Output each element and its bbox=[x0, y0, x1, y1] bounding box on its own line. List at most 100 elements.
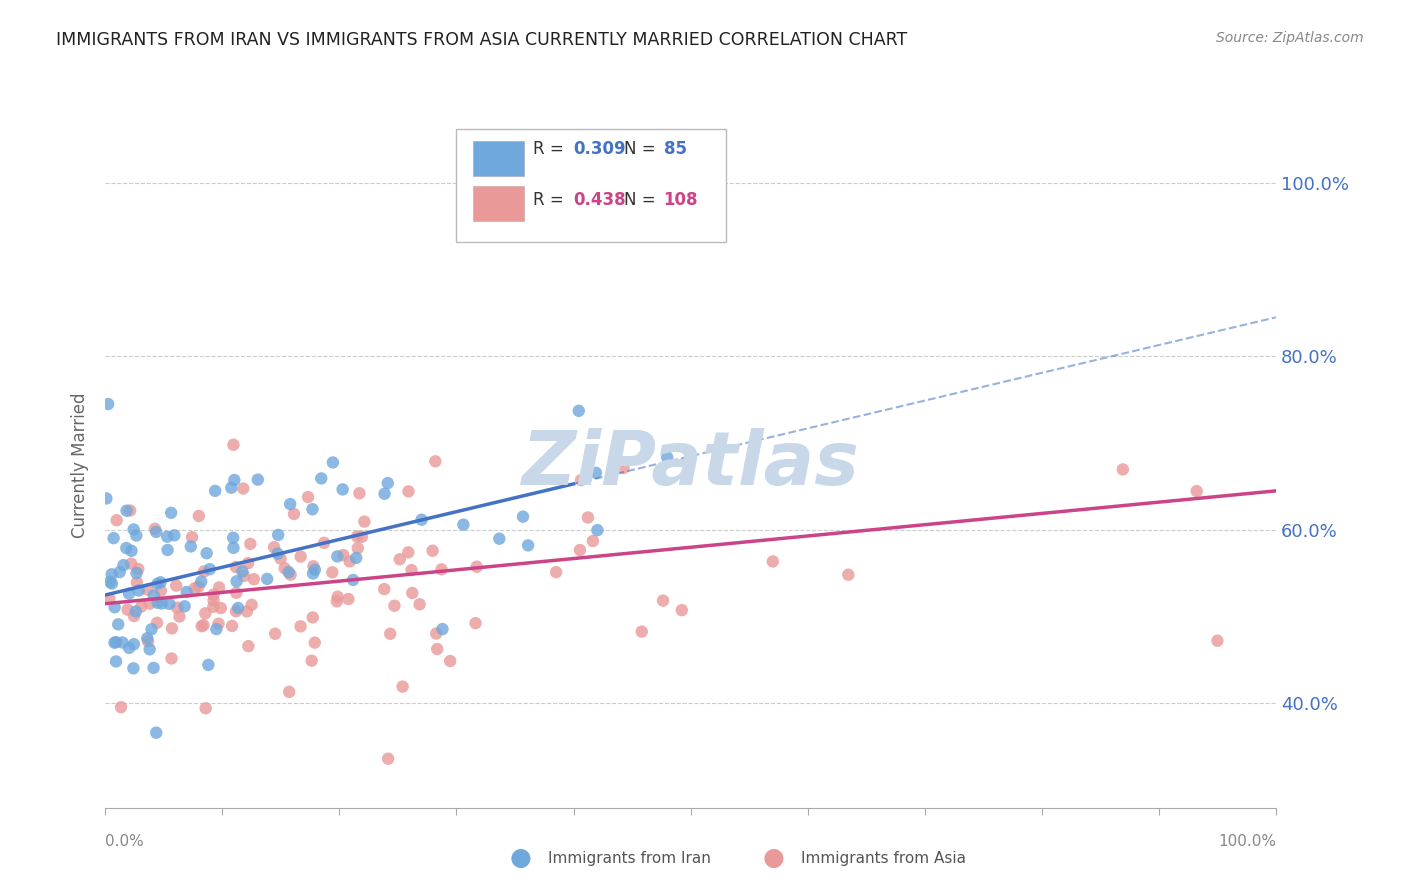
Point bbox=[187, 580, 209, 594]
Point bbox=[190, 619, 212, 633]
FancyBboxPatch shape bbox=[457, 129, 725, 242]
Text: ●: ● bbox=[509, 847, 531, 870]
Text: 0.309: 0.309 bbox=[574, 140, 626, 159]
Point bbox=[277, 565, 299, 579]
Point bbox=[209, 601, 232, 615]
Text: R =: R = bbox=[533, 191, 568, 209]
Point bbox=[198, 562, 221, 576]
Point bbox=[576, 510, 599, 524]
Point bbox=[146, 596, 169, 610]
Point bbox=[453, 517, 475, 532]
Point bbox=[373, 582, 395, 596]
Point bbox=[432, 622, 454, 636]
Point bbox=[264, 626, 287, 640]
Point bbox=[107, 617, 129, 632]
Point bbox=[411, 513, 433, 527]
Point bbox=[236, 556, 259, 570]
Point bbox=[1112, 462, 1135, 476]
Point bbox=[136, 582, 159, 597]
Point bbox=[342, 573, 364, 587]
Point bbox=[149, 575, 172, 590]
Point bbox=[238, 639, 260, 653]
Point bbox=[349, 486, 371, 500]
Point bbox=[138, 642, 160, 657]
Point bbox=[142, 661, 165, 675]
Point bbox=[377, 476, 399, 491]
Point bbox=[108, 565, 131, 579]
Point bbox=[290, 619, 312, 633]
Point bbox=[568, 404, 591, 418]
Point bbox=[125, 575, 148, 590]
Point bbox=[280, 567, 302, 582]
Point bbox=[582, 533, 605, 548]
Point bbox=[1185, 484, 1208, 499]
Point bbox=[236, 604, 259, 618]
Point bbox=[344, 551, 367, 566]
Point bbox=[408, 598, 430, 612]
Point bbox=[465, 559, 488, 574]
Point bbox=[221, 481, 243, 495]
Point bbox=[122, 609, 145, 624]
Point bbox=[837, 567, 859, 582]
Point bbox=[115, 504, 138, 518]
Point bbox=[98, 591, 121, 606]
Point bbox=[256, 572, 278, 586]
Text: Immigrants from Asia: Immigrants from Asia bbox=[801, 851, 966, 865]
Point bbox=[377, 752, 399, 766]
Point bbox=[226, 601, 249, 615]
Text: R =: R = bbox=[533, 140, 568, 159]
Point bbox=[422, 543, 444, 558]
Point bbox=[111, 635, 134, 649]
Point bbox=[585, 466, 607, 480]
Point bbox=[157, 597, 180, 611]
Point bbox=[160, 621, 183, 635]
Text: N =: N = bbox=[624, 191, 661, 209]
Point bbox=[425, 626, 447, 640]
Point bbox=[103, 636, 125, 650]
Point bbox=[110, 700, 132, 714]
Point bbox=[391, 680, 413, 694]
Point bbox=[231, 565, 253, 579]
Point bbox=[657, 450, 679, 465]
Point bbox=[97, 397, 120, 411]
Point bbox=[160, 506, 183, 520]
Point bbox=[115, 541, 138, 555]
Point bbox=[517, 538, 540, 552]
Point bbox=[311, 471, 333, 485]
Point bbox=[671, 603, 693, 617]
Point bbox=[568, 543, 591, 558]
Point bbox=[302, 559, 325, 574]
Point bbox=[131, 599, 153, 614]
Point bbox=[194, 701, 217, 715]
Point bbox=[301, 502, 323, 516]
Point bbox=[304, 635, 326, 649]
Point bbox=[374, 487, 396, 501]
Point bbox=[202, 588, 225, 602]
Point bbox=[225, 586, 247, 600]
Point bbox=[301, 610, 323, 624]
Point bbox=[586, 523, 609, 537]
Point bbox=[143, 522, 166, 536]
Point bbox=[139, 597, 162, 611]
Point bbox=[146, 576, 169, 591]
Point bbox=[122, 523, 145, 537]
Point bbox=[100, 567, 122, 582]
Point bbox=[194, 607, 217, 621]
Point bbox=[401, 563, 423, 577]
Point bbox=[208, 581, 231, 595]
Point bbox=[301, 654, 323, 668]
Point bbox=[232, 482, 254, 496]
Point bbox=[652, 593, 675, 607]
Point bbox=[104, 600, 127, 615]
Point bbox=[101, 576, 124, 591]
Point bbox=[150, 597, 173, 611]
Point bbox=[353, 515, 375, 529]
Point bbox=[160, 651, 183, 665]
Text: 85: 85 bbox=[664, 140, 686, 159]
Point bbox=[322, 455, 344, 469]
Point bbox=[120, 503, 142, 517]
Point bbox=[207, 616, 229, 631]
Point bbox=[278, 685, 301, 699]
Point bbox=[202, 599, 225, 614]
Point bbox=[96, 491, 118, 506]
